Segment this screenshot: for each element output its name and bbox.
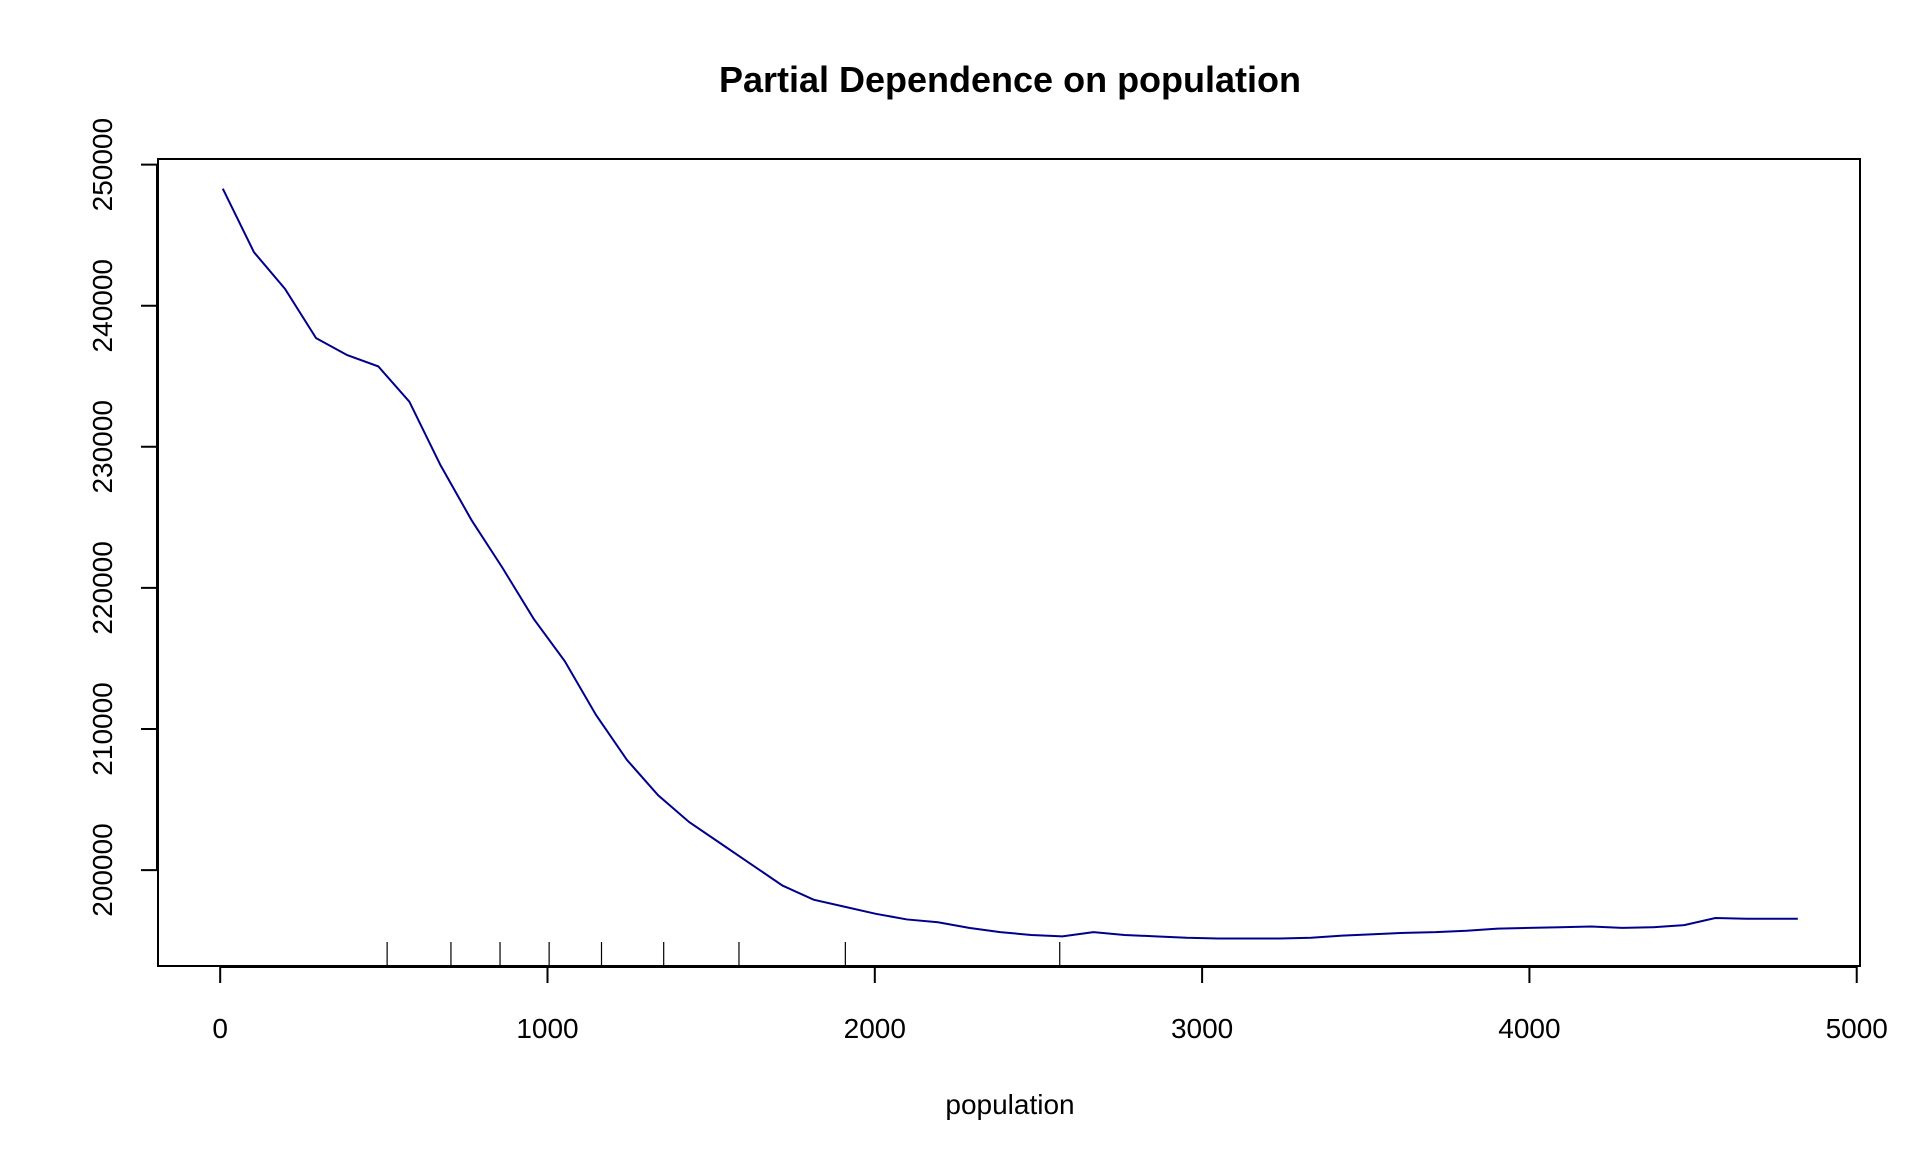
- chart-title: Partial Dependence on population: [719, 59, 1301, 100]
- x-tick-label: 3000: [1171, 1013, 1233, 1044]
- x-tick-label: 0: [212, 1013, 228, 1044]
- y-tick-label: 220000: [87, 541, 118, 634]
- x-axis: 0 1000 2000 3000 4000 5000: [212, 966, 1888, 1044]
- y-tick-label: 210000: [87, 682, 118, 775]
- y-tick-label: 230000: [87, 400, 118, 493]
- y-tick-label: 200000: [87, 823, 118, 916]
- rug-marks: [386, 942, 1061, 966]
- x-axis-label: population: [945, 1089, 1074, 1120]
- x-tick-label: 1000: [516, 1013, 578, 1044]
- y-tick-label: 250000: [87, 118, 118, 211]
- x-tick-label: 5000: [1826, 1013, 1888, 1044]
- y-tick-label: 240000: [87, 259, 118, 352]
- partial-dependence-line: [221, 188, 1798, 940]
- y-axis: 200000 210000 220000 230000 240000 250000: [87, 118, 158, 917]
- plot-frame: [157, 158, 1861, 967]
- x-tick-label: 2000: [844, 1013, 906, 1044]
- x-tick-label: 4000: [1498, 1013, 1560, 1044]
